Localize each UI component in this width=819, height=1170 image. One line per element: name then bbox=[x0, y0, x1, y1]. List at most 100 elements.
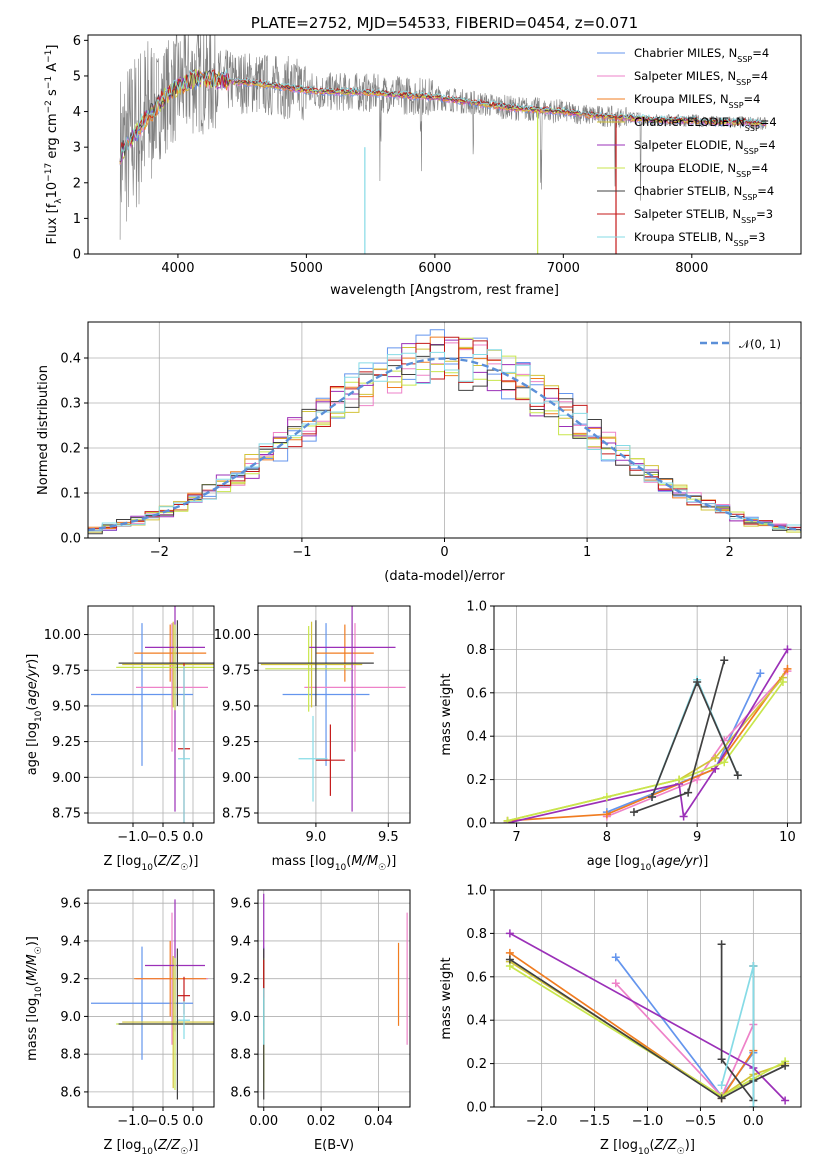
x-tick-label: 0.02 bbox=[307, 1114, 336, 1129]
x-tick-label: −1.0 bbox=[117, 830, 149, 845]
errorbar-point bbox=[118, 948, 214, 1100]
weight-marker bbox=[679, 812, 688, 821]
legend-subscript: SSP bbox=[737, 55, 752, 64]
legend-label: Salpeter ELODIE, N bbox=[634, 138, 744, 152]
errorbar-point bbox=[260, 621, 363, 708]
y-tick-label: 9.00 bbox=[52, 771, 81, 786]
label-part: ☉ bbox=[677, 1147, 685, 1157]
label-part: 10 bbox=[141, 863, 153, 873]
y-tick-label: 5 bbox=[73, 69, 81, 84]
x-tick-label: −0.5 bbox=[147, 1114, 179, 1129]
plot-area bbox=[88, 329, 801, 538]
weight-marker bbox=[749, 1103, 758, 1107]
panel-mass-vs-metallicity: −1.0−0.5 0.08.68.89.09.29.49.6Z [log10(Z/… bbox=[25, 889, 215, 1157]
legend-entry: Salpeter STELIB, NSSP=3 bbox=[634, 207, 773, 225]
label-part: )] bbox=[685, 1138, 695, 1153]
label-part: 10 bbox=[640, 863, 652, 873]
axes-frame bbox=[257, 605, 411, 824]
label-part: age/yr bbox=[25, 662, 40, 705]
plot-area bbox=[263, 893, 408, 1100]
label-part: A bbox=[45, 63, 60, 76]
normal-curve-line bbox=[88, 357, 801, 532]
errorbar-point bbox=[116, 624, 214, 711]
x-axis-label: E(B-V) bbox=[314, 1138, 354, 1153]
label-part: ☉ bbox=[378, 863, 386, 873]
legend-count: =4 bbox=[752, 46, 769, 60]
y-tick-label: 9.4 bbox=[230, 934, 251, 949]
y-tick-label: 8.75 bbox=[222, 807, 251, 822]
legend-subscript: SSP bbox=[736, 170, 751, 179]
panel-age-vs-metallicity: −1.0−0.5 0.0 8.75 9.00 9.25 9.50 9.75 10.00 Z [l… bbox=[25, 605, 215, 873]
x-axis-label: (data-model)/error bbox=[384, 569, 505, 584]
plot-area bbox=[91, 899, 214, 1100]
y-tick-label: 9.4 bbox=[60, 934, 81, 949]
legend-label: Salpeter MILES, N bbox=[634, 69, 736, 83]
errorbar-point bbox=[122, 621, 214, 708]
legend-entry: Kroupa ELODIE, NSSP=4 bbox=[634, 161, 768, 179]
label-part: 10 bbox=[45, 182, 60, 199]
axes-frame bbox=[493, 605, 802, 824]
x-tick-label: 1 bbox=[583, 545, 591, 560]
weight-marker bbox=[717, 1081, 726, 1090]
label-part: 10 bbox=[34, 710, 44, 722]
plot-area bbox=[91, 606, 214, 823]
x-tick-label: −1.0 bbox=[117, 1114, 149, 1129]
errorbar-point bbox=[258, 620, 374, 706]
weight-series-line bbox=[615, 956, 755, 1098]
label-part: −17 bbox=[44, 163, 54, 182]
legend-subscript: SSP bbox=[744, 147, 759, 156]
legend-count: =4 bbox=[751, 161, 768, 175]
y-axis-label: Flux [fλ10−17 erg cm−2 s−1 A−1] bbox=[44, 45, 64, 245]
label-part: )] bbox=[386, 854, 396, 869]
y-tick-label: 0.3 bbox=[60, 397, 81, 412]
grid bbox=[88, 606, 214, 823]
label-part: ( bbox=[153, 854, 158, 869]
label-part: mass [log bbox=[25, 998, 40, 1061]
errorbar-point bbox=[304, 623, 406, 752]
x-axis-label: mass [log10(M/M☉)] bbox=[272, 854, 397, 873]
axes-frame bbox=[87, 34, 802, 255]
chart-title: PLATE=2752, MJD=54533, FIBERID=0454, z=0… bbox=[251, 14, 638, 32]
label-part: )] bbox=[25, 654, 40, 664]
label-part: Z [log bbox=[104, 1138, 142, 1153]
x-tick-label: −1.5 bbox=[579, 1114, 611, 1129]
errorbar-point bbox=[122, 956, 214, 1089]
y-tick-label: 8.75 bbox=[52, 807, 81, 822]
x-axis-label: age [log10(age/yr)] bbox=[587, 854, 709, 873]
label-part: −1 bbox=[44, 76, 54, 89]
y-tick-label: 8.6 bbox=[60, 1085, 81, 1100]
x-tick-label: −2 bbox=[150, 545, 169, 560]
weight-marker bbox=[781, 1061, 790, 1070]
legend-count: =4 bbox=[757, 184, 774, 198]
legend-label: Chabrier MILES, N bbox=[634, 46, 737, 60]
label-part: 10 bbox=[141, 1147, 153, 1157]
weight-marker bbox=[711, 753, 720, 762]
x-tick-label: 6000 bbox=[418, 261, 451, 276]
weight-marker bbox=[602, 792, 611, 801]
x-tick-label: 7000 bbox=[547, 261, 580, 276]
y-tick-label: 0 bbox=[73, 248, 81, 263]
label-part: s bbox=[45, 89, 60, 100]
label-part: ☉ bbox=[34, 946, 44, 954]
axes-frame bbox=[257, 889, 411, 1108]
label-part: ( bbox=[651, 854, 656, 869]
legend-entry: Kroupa MILES, NSSP=4 bbox=[634, 92, 760, 110]
y-tick-label: 0.0 bbox=[466, 1101, 487, 1116]
weight-marker bbox=[756, 669, 765, 678]
legend-count: =3 bbox=[749, 230, 766, 244]
y-axis-label: age [log10(age/yr)] bbox=[25, 654, 44, 776]
weight-marker bbox=[611, 979, 620, 988]
weight-marker bbox=[684, 788, 693, 797]
weight-marker bbox=[648, 792, 657, 801]
x-tick-label: 9.0 bbox=[306, 830, 327, 845]
x-axis-label: Z [log10(Z/Z☉)] bbox=[600, 1138, 695, 1157]
y-tick-label: 8.8 bbox=[60, 1048, 81, 1063]
y-tick-label: 3 bbox=[73, 141, 81, 156]
label-part: )] bbox=[188, 1138, 198, 1153]
label-part: 10 bbox=[638, 1147, 650, 1157]
weight-marker bbox=[629, 808, 638, 817]
legend-entry: 𝒩(0, 1) bbox=[739, 337, 781, 351]
weight-marker bbox=[720, 656, 729, 665]
legend-count: =4 bbox=[751, 69, 768, 83]
